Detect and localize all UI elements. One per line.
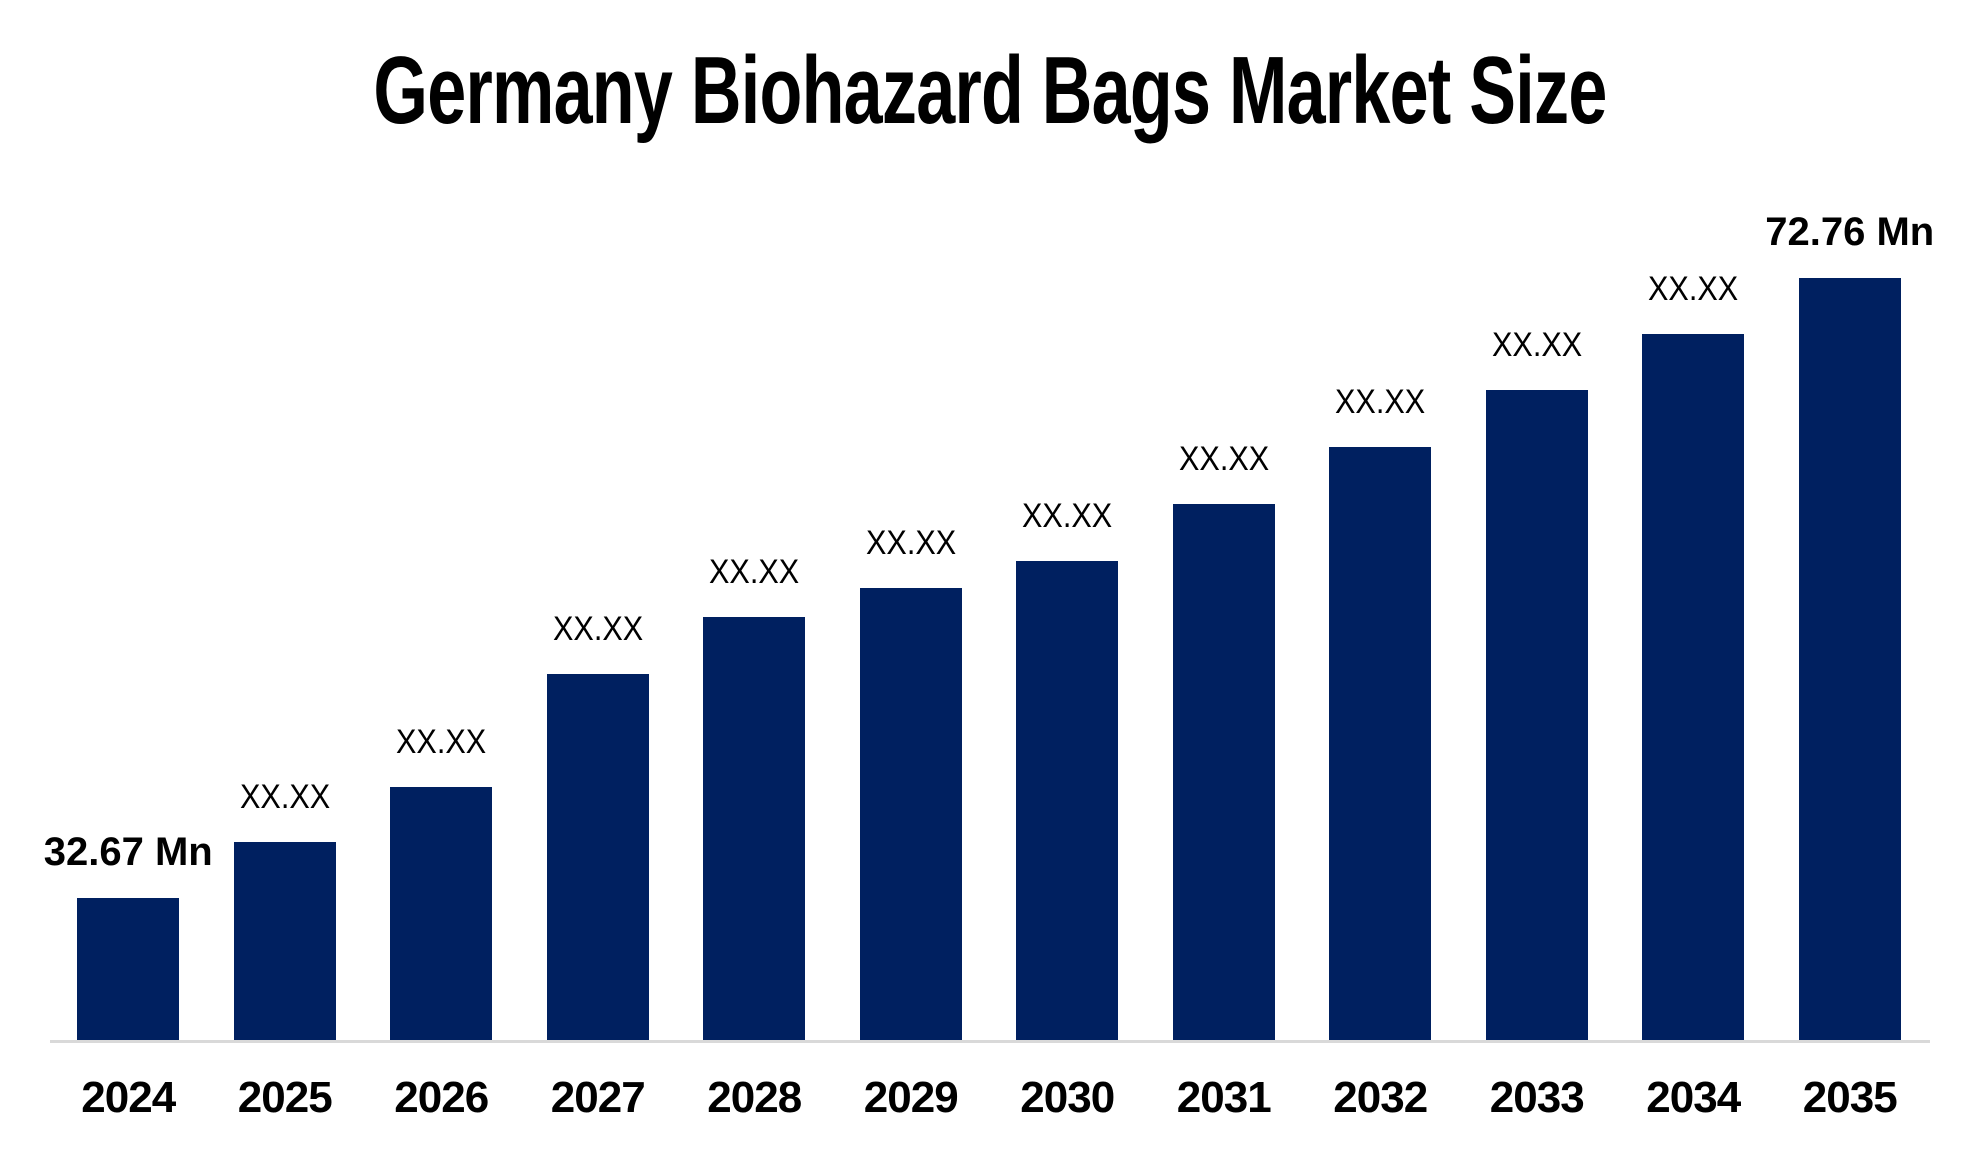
bar-value-label: XX.XX xyxy=(709,553,800,591)
x-axis-label: 2029 xyxy=(863,1073,959,1122)
bar xyxy=(859,588,962,1040)
bar-value-label: XX.XX xyxy=(1491,326,1582,364)
bar-column: XX.XX xyxy=(1302,385,1459,1040)
bar-value-label: XX.XX xyxy=(239,778,330,816)
bar xyxy=(1172,504,1275,1040)
x-axis-label: 2031 xyxy=(1176,1073,1272,1122)
bar-column: XX.XX xyxy=(1146,442,1303,1040)
bar xyxy=(703,617,806,1040)
bar xyxy=(233,842,336,1040)
bar xyxy=(1485,390,1588,1040)
bar-column: XX.XX xyxy=(207,780,364,1040)
bar-column: XX.XX xyxy=(833,526,990,1040)
bar xyxy=(1798,278,1901,1040)
x-axis-label: 2034 xyxy=(1646,1073,1741,1122)
bar-value-label: XX.XX xyxy=(1022,497,1113,535)
x-axis-label: 2027 xyxy=(550,1073,646,1122)
bar-value-label: 32.67 Mn xyxy=(43,830,213,874)
chart-title: Germany Biohazard Bags Market Size xyxy=(373,37,1607,144)
x-axis-label: 2030 xyxy=(1020,1073,1115,1122)
x-axis-label: 2028 xyxy=(707,1073,802,1122)
bar-value-label: XX.XX xyxy=(552,610,643,648)
x-axis-label: 2025 xyxy=(237,1073,333,1122)
bar-column: XX.XX xyxy=(520,612,677,1040)
plot-area: 32.67 Mn XX.XX XX.XX XX.XX XX.XX XX.XX XX.XX XX… xyxy=(44,0,1934,1040)
bar xyxy=(390,787,493,1040)
bar-column: 32.67 Mn xyxy=(44,832,213,1040)
x-axis-line xyxy=(50,1040,1930,1043)
bar-value-label: XX.XX xyxy=(396,723,487,761)
bar-value-label: XX.XX xyxy=(1335,383,1426,421)
bar-column: 72.76 Mn xyxy=(1765,212,1934,1040)
x-axis-labels: 2024 2025 2026 2027 2028 2029 2030 2031 2032 2033… xyxy=(50,1076,1928,1120)
bar-value-label: XX.XX xyxy=(1648,270,1739,308)
x-axis-label: 2035 xyxy=(1802,1073,1898,1122)
x-axis-label: 2033 xyxy=(1489,1073,1585,1122)
bar-column: XX.XX xyxy=(363,725,520,1040)
x-axis-label: 2026 xyxy=(394,1073,489,1122)
bar-value-label: 72.76 Mn xyxy=(1765,210,1935,254)
x-axis-label: 2032 xyxy=(1333,1073,1428,1122)
bar-value-label: XX.XX xyxy=(1178,440,1269,478)
bar-column: XX.XX xyxy=(676,555,833,1040)
x-axis-label: 2024 xyxy=(81,1073,176,1122)
bar xyxy=(1016,561,1119,1040)
bar-value-label: XX.XX xyxy=(865,524,956,562)
bar-column: XX.XX xyxy=(989,499,1146,1040)
bar xyxy=(1329,447,1432,1040)
bar-column: XX.XX xyxy=(1459,328,1616,1040)
bar-column: XX.XX xyxy=(1615,272,1772,1040)
bar xyxy=(1642,334,1745,1040)
bar xyxy=(546,674,649,1040)
bar xyxy=(77,898,180,1040)
